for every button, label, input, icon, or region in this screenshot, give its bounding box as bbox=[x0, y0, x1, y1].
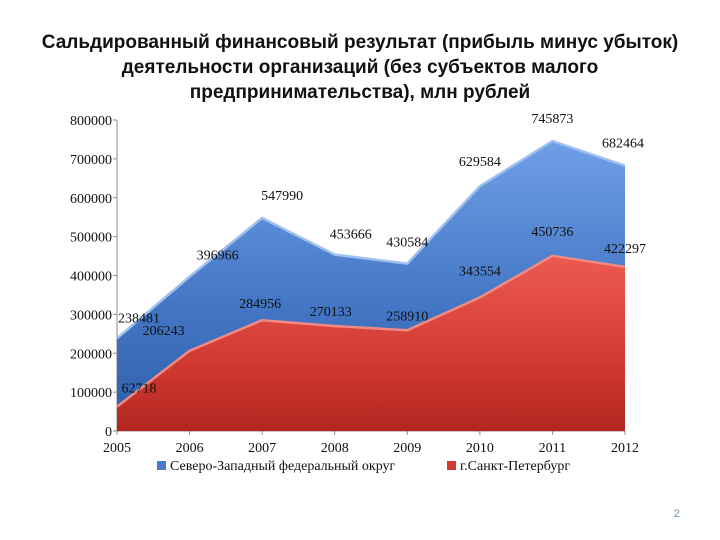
data-label: 258910 bbox=[386, 309, 428, 324]
x-tick-label: 2007 bbox=[248, 441, 276, 456]
x-tick-label: 2010 bbox=[466, 441, 494, 456]
legend-swatch bbox=[157, 461, 166, 470]
data-label: 547990 bbox=[261, 189, 303, 204]
x-tick-label: 2011 bbox=[539, 441, 566, 456]
y-tick-label: 0 bbox=[105, 425, 112, 440]
y-tick-label: 800000 bbox=[70, 114, 112, 129]
series-area-northwest-edge bbox=[116, 139, 626, 340]
data-label: 62718 bbox=[122, 382, 157, 397]
legend-swatch bbox=[447, 461, 456, 470]
slide-title: Сальдированный финансовый результат (при… bbox=[41, 32, 679, 103]
x-tick-label: 2012 bbox=[611, 441, 639, 456]
y-tick-label: 700000 bbox=[70, 153, 112, 168]
y-tick-label: 300000 bbox=[70, 308, 112, 323]
data-label: 284956 bbox=[239, 297, 281, 312]
y-tick-label: 200000 bbox=[70, 347, 112, 362]
data-label: 745873 bbox=[531, 112, 573, 127]
x-tick-label: 2008 bbox=[321, 441, 349, 456]
data-label: 238481 bbox=[118, 311, 160, 326]
x-tick-label: 2005 bbox=[103, 441, 131, 456]
y-tick-label: 600000 bbox=[70, 192, 112, 207]
data-label: 343554 bbox=[459, 264, 501, 279]
data-label: 270133 bbox=[310, 305, 352, 320]
data-label: 453666 bbox=[330, 228, 372, 243]
y-tick-label: 400000 bbox=[70, 270, 112, 285]
y-tick-label: 100000 bbox=[70, 386, 112, 401]
data-label: 430584 bbox=[386, 236, 428, 251]
x-tick-label: 2006 bbox=[176, 441, 204, 456]
page-number: 2 bbox=[673, 508, 680, 520]
data-label: 682464 bbox=[602, 137, 644, 152]
series-area-spb bbox=[117, 255, 625, 431]
y-tick-label: 500000 bbox=[70, 231, 112, 246]
x-tick-label: 2009 bbox=[393, 441, 421, 456]
data-label: 206243 bbox=[143, 324, 185, 339]
data-label: 629584 bbox=[459, 155, 501, 170]
data-label: 450736 bbox=[531, 225, 573, 240]
legend-label: г.Санкт-Петербург bbox=[460, 459, 570, 474]
data-label: 396966 bbox=[197, 249, 239, 264]
series-area-spb-edge bbox=[116, 254, 626, 408]
data-label: 422297 bbox=[604, 242, 646, 257]
legend-label: Северо-Западный федеральный округ bbox=[170, 459, 396, 474]
